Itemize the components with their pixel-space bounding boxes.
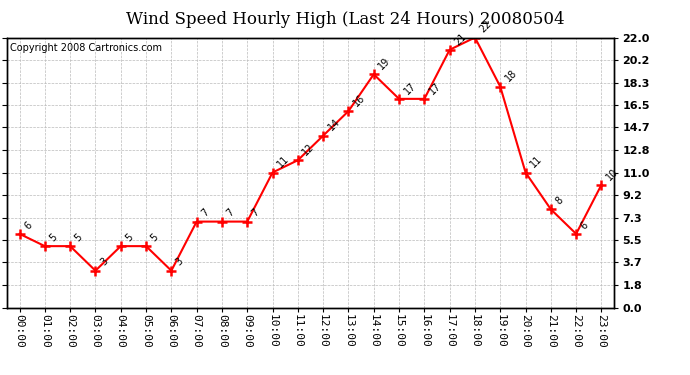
Text: 16: 16: [351, 93, 367, 108]
Text: 7: 7: [225, 207, 236, 219]
Text: 11: 11: [275, 154, 291, 170]
Text: 7: 7: [199, 207, 211, 219]
Text: 3: 3: [98, 256, 110, 268]
Text: 18: 18: [503, 68, 519, 84]
Text: 3: 3: [174, 256, 186, 268]
Text: 17: 17: [402, 80, 417, 96]
Text: 5: 5: [48, 232, 59, 243]
Text: 5: 5: [124, 232, 135, 243]
Text: 22: 22: [477, 19, 493, 35]
Text: 21: 21: [453, 31, 469, 47]
Text: 8: 8: [553, 195, 565, 207]
Text: 17: 17: [427, 80, 443, 96]
Text: 10: 10: [604, 166, 620, 182]
Text: 6: 6: [22, 220, 34, 231]
Text: Copyright 2008 Cartronics.com: Copyright 2008 Cartronics.com: [10, 43, 162, 53]
Text: Wind Speed Hourly High (Last 24 Hours) 20080504: Wind Speed Hourly High (Last 24 Hours) 2…: [126, 11, 564, 28]
Text: 6: 6: [579, 220, 591, 231]
Text: 5: 5: [149, 232, 160, 243]
Text: 11: 11: [529, 154, 544, 170]
Text: 14: 14: [326, 117, 342, 133]
Text: 12: 12: [301, 142, 317, 158]
Text: 7: 7: [250, 207, 262, 219]
Text: 19: 19: [377, 56, 392, 72]
Text: 5: 5: [73, 232, 84, 243]
